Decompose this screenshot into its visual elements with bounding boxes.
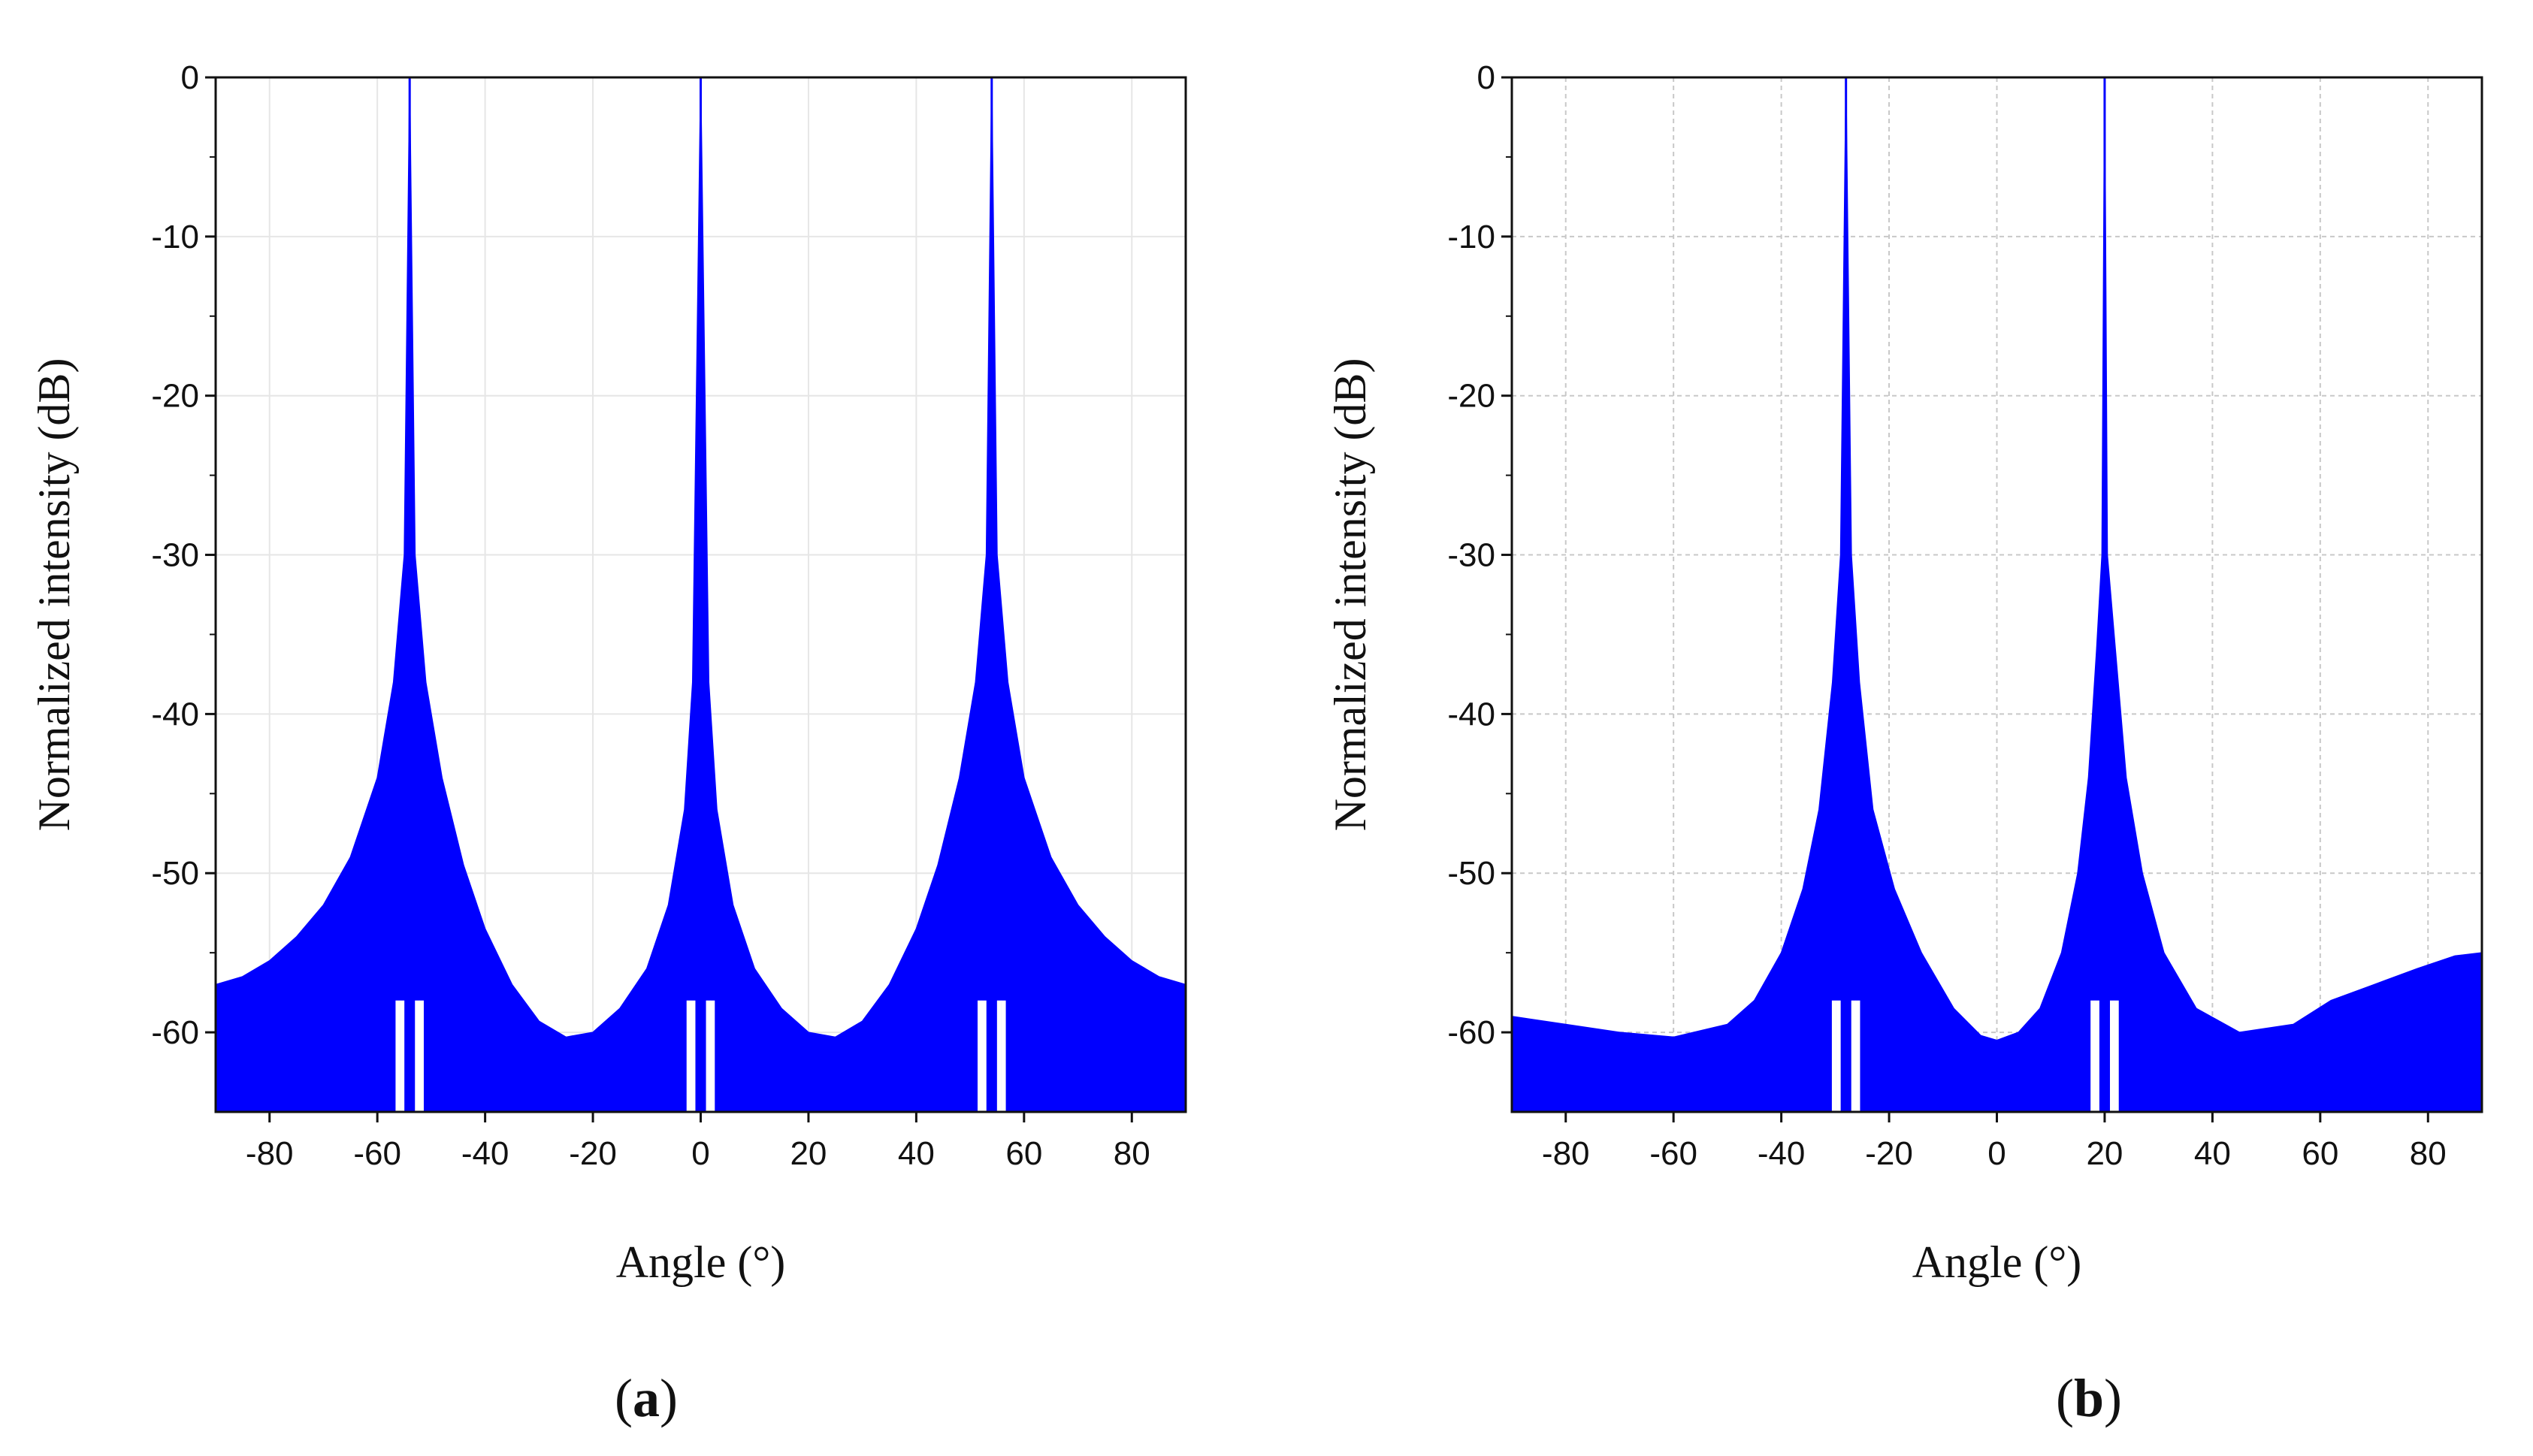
chart-a-svg: -80 -60 -40 -20 0 20 40 60 80 0 -10 -20 -30 -40 -50 -60… bbox=[29, 59, 1187, 1287]
lobe-gap bbox=[2094, 1000, 2099, 1112]
lobe-gap bbox=[996, 1000, 1002, 1112]
x-axis-title: Angle (°) bbox=[616, 1237, 786, 1287]
lobe-gap bbox=[686, 1000, 691, 1112]
caption-b: (b) bbox=[2055, 1368, 2122, 1428]
chart-b-svg: -80 -60 -40 -20 0 20 40 60 80 0 -10 -20 -30 -40 -50 -60… bbox=[1325, 59, 2483, 1287]
lobe-gap bbox=[710, 1000, 715, 1112]
y-tick-label: -40 bbox=[1447, 696, 1495, 733]
lobe-gap bbox=[706, 1000, 711, 1112]
chart-panel-b: -80 -60 -40 -20 0 20 40 60 80 0 -10 -20 -30 -40 -50 -60… bbox=[1266, 0, 2532, 1456]
x-tick-label: 60 bbox=[2302, 1135, 2338, 1172]
y-tick-label: -30 bbox=[151, 537, 199, 574]
y-tick-label: -10 bbox=[151, 219, 199, 255]
plot-frame bbox=[214, 76, 1187, 1113]
lobe-gap bbox=[1855, 1000, 1860, 1112]
lobe-gap bbox=[419, 1000, 424, 1112]
y-tick-label: -60 bbox=[151, 1014, 199, 1051]
lobe-gap bbox=[415, 1000, 420, 1112]
x-axis-title: Angle (°) bbox=[1912, 1237, 2082, 1287]
lobe-gap bbox=[395, 1000, 401, 1112]
y-tick-label: -50 bbox=[151, 855, 199, 892]
x-tick-label: -40 bbox=[461, 1135, 509, 1172]
x-tick-label: -60 bbox=[353, 1135, 401, 1172]
x-tick-label: 40 bbox=[898, 1135, 935, 1172]
lobe-gap bbox=[691, 1000, 696, 1112]
y-tick-label: 0 bbox=[1477, 59, 1495, 96]
lobe-gap bbox=[1836, 1000, 1841, 1112]
lobe-gap bbox=[2114, 1000, 2119, 1112]
lobe-gap bbox=[978, 1000, 983, 1112]
x-tick-label: -80 bbox=[1542, 1135, 1590, 1172]
x-tick-label: 0 bbox=[1987, 1135, 2006, 1172]
chart-panel-a: -80 -60 -40 -20 0 20 40 60 80 0 -10 -20 -30 -40 -50 -60… bbox=[0, 0, 1266, 1456]
y-tick-label: -20 bbox=[151, 378, 199, 415]
y-axis-title: Normalized intensity (dB) bbox=[29, 358, 79, 832]
y-tick-label: -60 bbox=[1447, 1014, 1495, 1051]
x-tick-label: 40 bbox=[2194, 1135, 2231, 1172]
lobe-gap bbox=[2090, 1000, 2096, 1112]
lobe-gap bbox=[1001, 1000, 1006, 1112]
x-tick-label: 20 bbox=[790, 1135, 827, 1172]
x-tick-label: 60 bbox=[1005, 1135, 1042, 1172]
x-tick-label: 0 bbox=[691, 1135, 709, 1172]
x-tick-label: 20 bbox=[2086, 1135, 2123, 1172]
y-tick-label: -20 bbox=[1447, 378, 1495, 415]
lobe-gap bbox=[981, 1000, 987, 1112]
y-axis-title: Normalized intensity (dB) bbox=[1325, 358, 1375, 832]
y-tick-label: -40 bbox=[151, 696, 199, 733]
caption-a: (a) bbox=[615, 1368, 678, 1428]
lobe-gap bbox=[2109, 1000, 2114, 1112]
x-tick-label: -20 bbox=[569, 1135, 617, 1172]
x-tick-label: -60 bbox=[1649, 1135, 1697, 1172]
grid-lines bbox=[1512, 77, 2482, 1112]
x-tick-label: -80 bbox=[246, 1135, 294, 1172]
x-tick-label: -40 bbox=[1758, 1135, 1806, 1172]
lobe-gap bbox=[1851, 1000, 1856, 1112]
y-tick-label: -30 bbox=[1447, 537, 1495, 574]
x-tick-label: 80 bbox=[1114, 1135, 1150, 1172]
lobe-gap bbox=[1831, 1000, 1836, 1112]
intensity-series-area bbox=[1511, 77, 2483, 1113]
y-tick-label: -10 bbox=[1447, 219, 1495, 255]
y-tick-label: 0 bbox=[181, 59, 199, 96]
y-tick-label: -50 bbox=[1447, 855, 1495, 892]
x-tick-label: -20 bbox=[1865, 1135, 1913, 1172]
plot-frame bbox=[1510, 76, 2483, 1113]
lobe-gap bbox=[400, 1000, 405, 1112]
x-tick-label: 80 bbox=[2410, 1135, 2447, 1172]
